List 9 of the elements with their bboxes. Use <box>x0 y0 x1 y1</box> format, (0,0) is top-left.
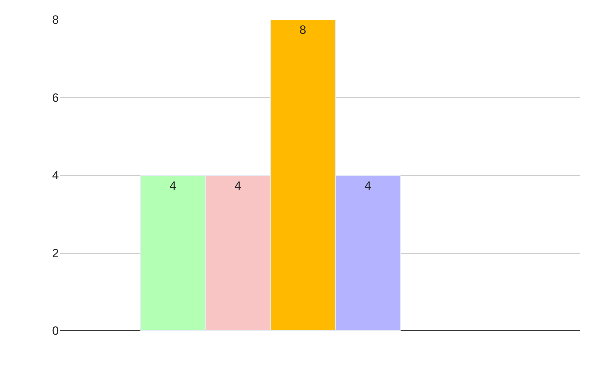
y-tick-label: 8 <box>52 13 60 28</box>
y-tick-label: 6 <box>52 90 60 105</box>
data-label: 4 <box>234 178 242 193</box>
data-label: 8 <box>300 22 307 37</box>
data-label: 4 <box>170 178 177 193</box>
y-tick-label: 0 <box>52 324 60 338</box>
y-tick-label: 4 <box>52 168 60 183</box>
data-label: 4 <box>364 178 372 193</box>
y-tick-label: 2 <box>52 246 60 260</box>
